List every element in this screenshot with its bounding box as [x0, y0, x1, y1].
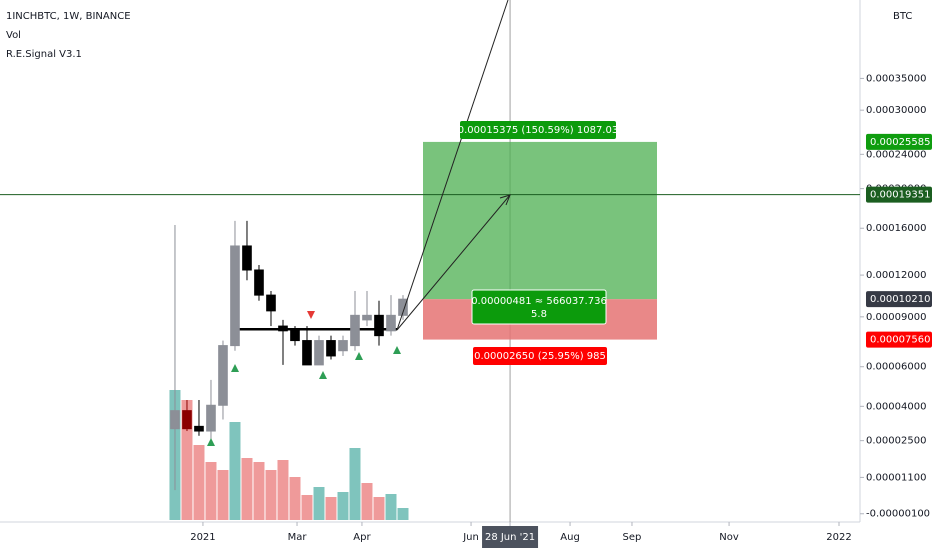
currency-label: BTC [893, 11, 912, 22]
volume-bar [385, 494, 397, 520]
x-tick-label: Aug [560, 532, 580, 543]
info-label-bg [471, 289, 607, 325]
volume-bar [349, 448, 361, 520]
y-tick-label: 0.00004000 [866, 401, 926, 412]
x-tick-label: Mar [288, 532, 308, 543]
candle-body [278, 325, 288, 332]
x-tick-label: Sep [623, 532, 642, 543]
sell-signal [307, 311, 315, 319]
price-tag-label: 0.00010210 [870, 294, 930, 305]
volume-bar [253, 462, 265, 520]
price-tag-label: 0.00019351 [870, 190, 930, 201]
info-label: 5.8 [531, 309, 547, 320]
crosshair-label-bg [482, 526, 539, 548]
x-tick-label: 2022 [826, 532, 851, 543]
candle-body [242, 245, 252, 271]
y-tick-label: 0.00035000 [866, 73, 926, 84]
candle-body [218, 345, 228, 406]
candle-body [206, 404, 216, 432]
volume-bar [277, 460, 289, 520]
buy-signal [319, 371, 327, 379]
volume-bar [289, 477, 301, 520]
volume-bar [361, 483, 373, 520]
y-tick-label: -0.00000100 [866, 509, 930, 520]
stop-label-bg [473, 347, 607, 365]
candle-body [362, 314, 372, 321]
candle-body [338, 340, 348, 352]
candle-body [266, 294, 276, 312]
x-tick-label: 28 Jun '21 [485, 532, 535, 543]
volume-bar [241, 458, 253, 520]
indicator-label: Vol [6, 30, 21, 41]
candle-body [314, 340, 324, 366]
volume-bar [193, 445, 205, 520]
x-tick-label: Nov [719, 532, 739, 543]
price-tag-label: 0.00025585 [870, 137, 930, 148]
candle-body [182, 410, 192, 430]
price-tag [866, 291, 932, 308]
candle-body [230, 245, 240, 347]
y-tick-label: 0.00002500 [866, 436, 926, 447]
volume-bar [373, 497, 385, 520]
volume-bar [337, 492, 349, 520]
price-tag [866, 186, 932, 203]
buy-signal [231, 364, 239, 372]
price-tag [866, 133, 932, 150]
candle-body [326, 340, 336, 357]
projection-line [396, 0, 509, 331]
x-tick-label: Apr [353, 532, 371, 543]
volume-bar [265, 470, 277, 520]
candle-body [302, 340, 312, 366]
y-tick-label: 0.00016000 [866, 223, 926, 234]
candle-body [350, 314, 360, 347]
candle-body [398, 298, 408, 316]
candle-body [254, 269, 264, 296]
volume-bar [397, 508, 409, 520]
projection-line [396, 194, 511, 331]
stop-label: 0.00002650 (25.95%) 985 [474, 351, 606, 362]
target-zone [423, 141, 657, 300]
volume-bar [181, 400, 193, 520]
indicator-label: R.E.Signal V3.1 [6, 49, 82, 60]
buy-signal [393, 346, 401, 354]
price-tag [866, 331, 932, 348]
volume-bar [205, 462, 217, 520]
price-tag-label: 0.00007560 [870, 335, 930, 346]
y-tick-label: 0.00030000 [866, 105, 926, 116]
candle-body [170, 410, 180, 430]
volume-bar [229, 422, 241, 520]
y-tick-label: 0.00009000 [866, 312, 926, 323]
candle-body [290, 330, 300, 342]
arrow-head [499, 194, 511, 206]
x-tick-label: Jun [462, 532, 479, 543]
info-label: 0.00000481 ≈ 566037.736 [471, 296, 607, 307]
candle-body [194, 425, 204, 432]
chart-title: 1INCHBTC, 1W, BINANCE [6, 11, 131, 22]
y-tick-label: 0.00001100 [866, 472, 926, 483]
volume-bar [301, 495, 313, 520]
y-tick-label: 0.00006000 [866, 362, 926, 373]
volume-bar [313, 487, 325, 520]
target-label: 0.00015375 (150.59%) 1087.03 [458, 125, 618, 136]
volume-bar [217, 470, 229, 520]
buy-signal [355, 352, 363, 360]
volume-bar [325, 497, 337, 520]
candle-body [374, 314, 384, 337]
y-tick-label: 0.00012000 [866, 270, 926, 281]
candle-body [386, 314, 396, 332]
x-tick-label: 2021 [190, 532, 215, 543]
target-label-bg [460, 121, 616, 139]
buy-signal [207, 438, 215, 446]
y-tick-label: 0.00024000 [866, 149, 926, 160]
